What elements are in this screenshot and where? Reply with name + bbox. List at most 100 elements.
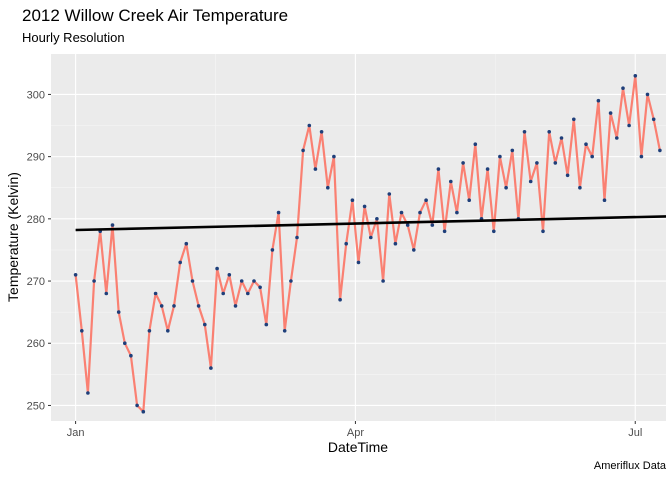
data-point [153, 291, 158, 296]
data-point [233, 304, 238, 308]
data-point [110, 223, 115, 227]
data-point [449, 179, 453, 184]
plot-panel [51, 54, 666, 421]
data-point [86, 391, 90, 395]
data-point [627, 123, 631, 128]
data-point [565, 173, 570, 178]
data-point [338, 297, 342, 302]
data-point [209, 366, 213, 370]
data-point [104, 291, 109, 296]
data-point [504, 185, 508, 190]
data-point [436, 167, 441, 171]
data-point [362, 204, 367, 209]
data-point [522, 130, 527, 134]
data-point [344, 241, 349, 246]
data-point [289, 279, 293, 283]
data-point [461, 161, 465, 165]
data-point [608, 111, 613, 115]
data-point [221, 291, 225, 296]
data-point [319, 130, 324, 134]
data-point [418, 210, 422, 215]
data-point [473, 142, 478, 146]
data-point [633, 74, 638, 78]
data-point [621, 86, 625, 90]
chart-caption: Ameriflux Data [593, 460, 666, 472]
axes: 250 260 270 280 290 300 Jan Apr Jul [27, 89, 643, 439]
data-point [135, 403, 139, 408]
y-tick-label: 270 [27, 276, 45, 288]
data-point [492, 229, 496, 234]
data-point [239, 279, 244, 283]
trend-line [75, 215, 666, 232]
data-point [123, 341, 127, 346]
data-point [196, 304, 201, 308]
data-point [424, 198, 428, 202]
x-tick-label: Apr [347, 427, 364, 439]
data-point [485, 167, 490, 171]
data-point [639, 154, 644, 159]
data-point [258, 285, 262, 290]
y-tick-label: 280 [27, 214, 45, 226]
data-point [190, 279, 195, 283]
chart-title: 2012 Willow Creek Air Temperature [22, 6, 289, 25]
data-point [535, 161, 539, 165]
data-point [430, 223, 435, 227]
data-point [602, 198, 607, 202]
data-point [129, 353, 133, 358]
data-point [80, 329, 84, 333]
data-point [270, 248, 275, 252]
data-point [658, 148, 662, 153]
data-point [276, 210, 281, 215]
data-point [541, 229, 545, 234]
data-point [442, 229, 447, 234]
data-point [578, 185, 582, 190]
data-point [356, 260, 361, 265]
data-point [246, 291, 250, 296]
data-point [405, 223, 410, 227]
data-point [166, 329, 170, 333]
data-point [92, 279, 96, 283]
data-point [326, 185, 330, 190]
data-point [412, 248, 416, 252]
data-point [203, 322, 207, 327]
x-tick-label: Jul [628, 427, 642, 439]
data-point [375, 217, 379, 221]
data-point [553, 161, 558, 165]
data-point [350, 198, 355, 202]
data-point [282, 329, 287, 333]
data-point [590, 154, 594, 159]
x-axis-title: DateTime [328, 439, 388, 455]
data-point [215, 266, 219, 271]
data-point [141, 409, 146, 414]
data-point [547, 130, 551, 134]
data-point [467, 198, 472, 202]
y-tick-label: 260 [27, 338, 45, 350]
data-point [178, 260, 182, 265]
data-point [455, 210, 459, 215]
data-series [73, 74, 666, 414]
data-point [584, 142, 588, 146]
grid-lines [51, 54, 666, 421]
data-point [307, 123, 312, 128]
data-point [332, 154, 336, 159]
data-point [510, 148, 515, 153]
data-point [369, 235, 373, 240]
data-point [252, 279, 256, 283]
data-point [264, 322, 269, 327]
data-point [313, 167, 318, 171]
y-axis-title: Temperature (Kelvin) [5, 172, 21, 302]
data-point [184, 241, 189, 246]
data-point [596, 98, 601, 103]
data-point [651, 117, 656, 122]
y-tick-label: 250 [27, 400, 45, 412]
data-point [301, 148, 305, 153]
data-point [227, 273, 232, 277]
data-point [572, 117, 576, 122]
y-tick-label: 300 [27, 89, 45, 101]
data-point [295, 235, 299, 240]
data-point [159, 304, 164, 308]
data-point [528, 179, 533, 184]
data-point [116, 310, 121, 314]
data-point [498, 154, 502, 159]
